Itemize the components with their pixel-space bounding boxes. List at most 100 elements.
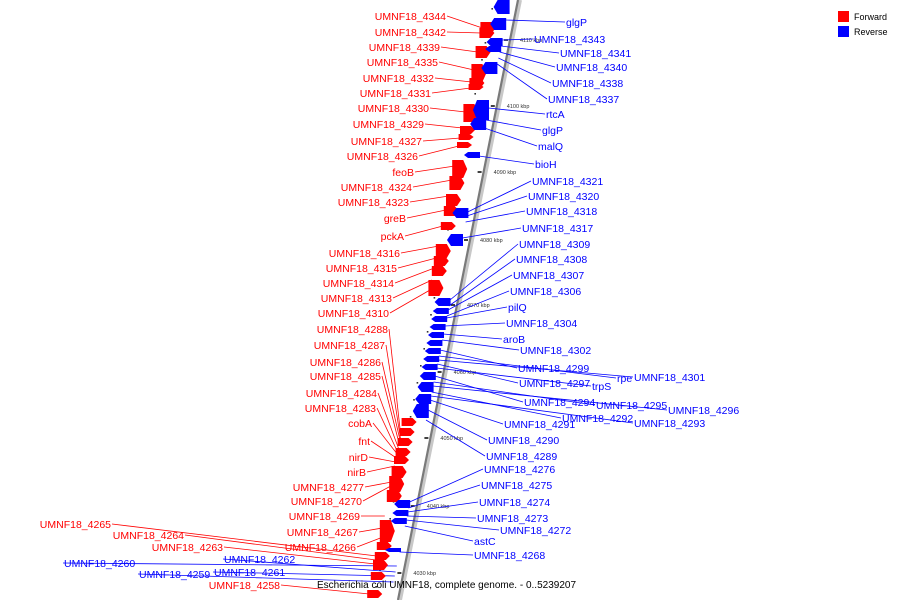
forward-leader-line (412, 179, 453, 188)
reverse-gene-label: UMNF18_4292 (562, 413, 633, 425)
reverse-gene-label: UMNF18_4301 (634, 372, 705, 384)
reverse-gene-label: pilQ (508, 302, 527, 314)
forward-gene-feature (446, 194, 461, 206)
forward-leader-line (381, 375, 400, 445)
reverse-leader-line (437, 359, 634, 378)
forward-gene-label: UMNF18_4315 (326, 263, 397, 275)
reverse-gene-feature (417, 382, 434, 392)
forward-leader-line (424, 123, 463, 129)
kbp-tick-label: 4070 kbp (467, 303, 490, 309)
forward-gene-label: UMNF18_4331 (360, 88, 431, 100)
reverse-gene-feature (421, 364, 438, 370)
forward-leader-line (431, 87, 471, 94)
forward-gene-feature (373, 560, 388, 570)
reverse-gene-label: UMNF18_4340 (556, 62, 627, 74)
kbp-tick-label: 4080 kbp (480, 238, 503, 244)
reverse-gene-label: trpS (592, 381, 611, 393)
reverse-gene-label: UMNF18_4304 (506, 318, 577, 330)
reverse-gene-feature (423, 356, 440, 362)
reverse-gene-label: UMNF18_4274 (479, 497, 550, 509)
ring-dot (416, 382, 419, 384)
forward-leader-line (394, 267, 435, 284)
reverse-gene-label: UMNF18_4259 (139, 569, 210, 581)
forward-gene-feature (479, 28, 495, 38)
reverse-leader-line (399, 551, 474, 556)
ring-dot (430, 314, 432, 316)
forward-gene-label: UMNF18_4266 (285, 542, 356, 554)
reverse-leader-line (447, 274, 513, 311)
reverse-gene-feature (486, 38, 503, 46)
forward-gene-feature (452, 160, 468, 178)
reverse-gene-label: UMNF18_4296 (668, 405, 739, 417)
forward-gene-label: UMNF18_4327 (351, 136, 422, 148)
forward-gene-feature (433, 256, 449, 266)
reverse-gene-label: UMNF18_4290 (488, 435, 559, 447)
reverse-gene-feature (428, 332, 444, 338)
reverse-gene-label: UMNF18_4268 (474, 550, 545, 562)
reverse-gene-feature (473, 100, 489, 120)
reverse-gene-label: UMNF18_4262 (224, 554, 295, 566)
forward-leader-line (429, 107, 466, 113)
reverse-gene-label: UMNF18_4275 (481, 480, 552, 492)
reverse-gene-label: UMNF18_4320 (528, 191, 599, 203)
reverse-gene-feature (431, 316, 448, 322)
forward-leader-line (418, 145, 459, 157)
forward-leader-line (409, 195, 449, 203)
ring-dot (481, 59, 483, 61)
forward-leader-line (372, 422, 398, 455)
reverse-gene-label: UMNF18_4297 (519, 378, 590, 390)
reverse-gene-label: UMNF18_4317 (522, 223, 593, 235)
kbp-tick-label: 4030 kbp (413, 571, 436, 577)
forward-gene-label: feoB (392, 167, 414, 179)
forward-leader-line (362, 485, 391, 502)
kbp-tick-label: 4110 kbp (520, 38, 542, 44)
reverse-gene-label: UMNF18_4337 (548, 94, 619, 106)
ring-dot (474, 93, 476, 95)
forward-gene-feature (397, 438, 413, 446)
forward-leader-line (446, 31, 482, 34)
forward-leader-line (368, 456, 396, 463)
forward-gene-label: UMNF18_4329 (353, 119, 424, 131)
ring-dot (375, 586, 378, 588)
forward-leader-line (366, 465, 395, 473)
forward-gene-label: pckA (381, 231, 404, 243)
reverse-gene-feature (394, 500, 411, 508)
reverse-leader-line (501, 38, 534, 41)
forward-gene-label: UMNF18_4332 (363, 73, 434, 85)
legend-reverse-label: Reverse (854, 26, 888, 37)
forward-gene-feature (457, 142, 472, 148)
forward-gene-feature (386, 490, 402, 502)
forward-leader-line (377, 392, 399, 449)
forward-gene-label: UMNF18_4326 (347, 151, 418, 163)
forward-gene-label: UMNF18_4288 (317, 324, 388, 336)
reverse-gene-feature (470, 118, 487, 130)
forward-swatch (838, 11, 849, 22)
forward-gene-feature (389, 476, 405, 492)
reverse-leader-line (446, 290, 510, 317)
reverse-gene-label: rpe (617, 373, 632, 385)
reverse-leader-line (62, 562, 397, 567)
reverse-leader-line (441, 339, 520, 351)
reverse-leader-line (478, 155, 535, 165)
forward-gene-label: cobA (348, 418, 372, 430)
ring-dot (413, 399, 415, 401)
forward-gene-label: UMNF18_4316 (329, 248, 400, 260)
forward-gene-label: nirB (347, 467, 366, 479)
reverse-leader-line (425, 419, 486, 457)
gene-labels: UMNF18_4344 UMNF18_4342 UMNF18_4339 UMNF18_… (40, 11, 740, 592)
forward-leader-line (364, 481, 392, 488)
reverse-leader-line (496, 63, 548, 100)
reverse-gene-label: UMNF18_4276 (484, 464, 555, 476)
reverse-leader-line (406, 515, 477, 519)
reverse-gene-feature (392, 510, 409, 516)
forward-gene-label: UMNF18_4269 (289, 511, 360, 523)
forward-gene-feature (428, 280, 444, 296)
reverse-gene-label: bioH (535, 159, 557, 171)
forward-gene-label: UMNF18_4324 (341, 182, 412, 194)
reverse-leader-line (409, 468, 484, 503)
ring-dot (491, 8, 493, 10)
reverse-gene-label: UMNF18_4294 (524, 397, 595, 409)
reverse-gene-label: astC (474, 536, 496, 548)
label-leader-lines (62, 15, 668, 595)
